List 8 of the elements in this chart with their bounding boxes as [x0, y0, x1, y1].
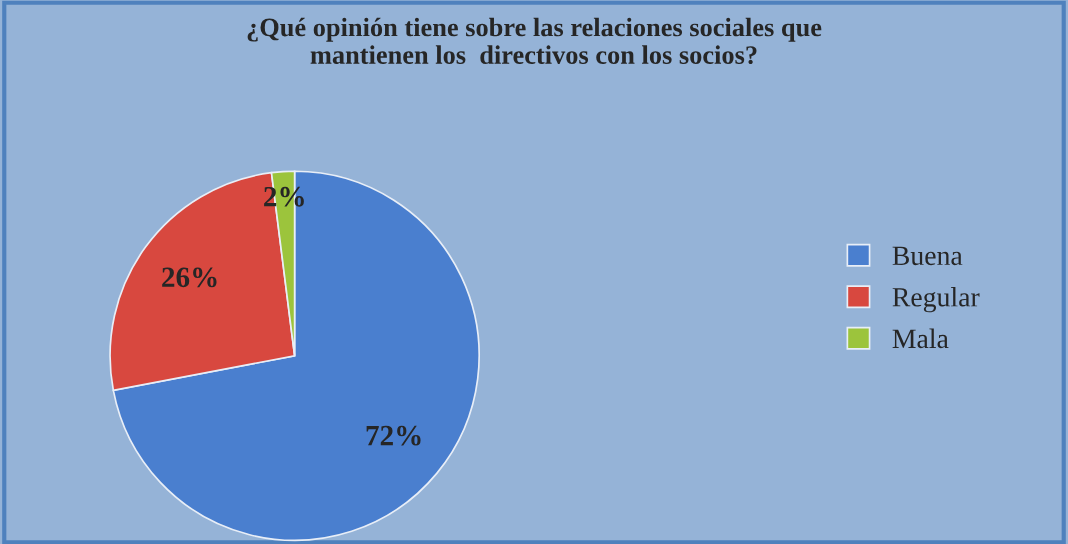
data-label: 26% — [162, 267, 217, 288]
data-label: 2% — [264, 186, 304, 207]
chart-title: ¿Qué opinión tiene sobre las relaciones sociales que mantienen los directivos con los socios? — [247, 17, 822, 65]
data-label: 72% — [366, 425, 421, 446]
legend-label: Regular — [892, 287, 980, 313]
legend-label: Mala — [892, 328, 949, 349]
pie-slice — [112, 170, 480, 542]
legend-label: Buena — [892, 246, 963, 266]
